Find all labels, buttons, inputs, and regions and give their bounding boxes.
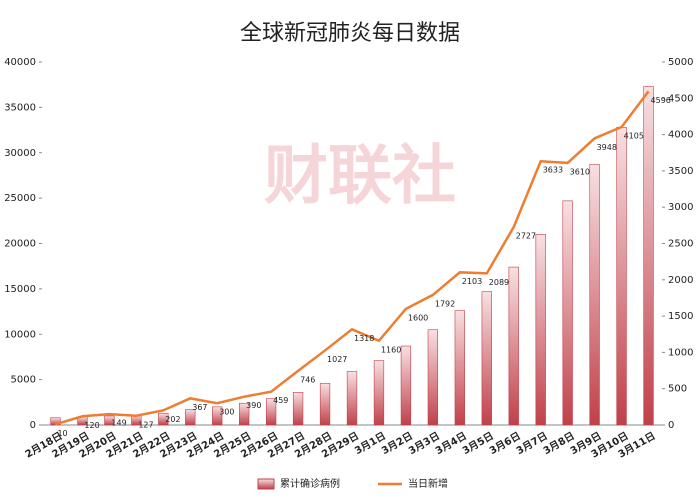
legend-label: 当日新增	[408, 477, 448, 490]
bar	[616, 127, 627, 426]
value-label: 202	[165, 415, 180, 424]
bar	[589, 164, 600, 426]
y-tick-label: 25000	[4, 193, 36, 204]
bar	[50, 417, 61, 426]
bar	[535, 234, 546, 426]
bar	[239, 402, 250, 426]
value-label: 4596	[651, 96, 671, 105]
line	[55, 90, 650, 426]
bar	[185, 409, 196, 426]
value-label: 2727	[516, 232, 536, 241]
bar	[454, 310, 465, 426]
y-tick-label: 40000	[4, 57, 36, 68]
value-label: 300	[219, 408, 234, 417]
y2-tick-label: 1500	[668, 311, 693, 322]
bar	[643, 86, 654, 426]
value-label: 3948	[597, 143, 617, 152]
bar	[212, 406, 223, 426]
value-label: 1027	[327, 355, 347, 364]
value-label: 120	[84, 421, 99, 430]
y2-tick-label: 500	[668, 384, 687, 395]
y-tick-label: 10000	[4, 329, 36, 340]
bar	[508, 266, 519, 426]
legend-label: 累计确诊病例	[280, 477, 340, 490]
watermark: 财联社	[264, 140, 456, 214]
value-label: 3610	[570, 167, 590, 176]
value-label: 10	[57, 429, 67, 438]
value-label: 2103	[462, 277, 482, 286]
value-label: 4105	[624, 131, 644, 140]
y2-tick-label: 3000	[668, 202, 693, 213]
bar	[319, 382, 331, 426]
bar	[104, 415, 115, 426]
value-label: 1792	[435, 299, 455, 308]
bar	[427, 329, 439, 426]
y-tick-label: 0	[30, 420, 36, 431]
y2-tick-label: 1000	[668, 347, 693, 358]
bar	[346, 371, 358, 426]
y-tick-label: 15000	[4, 284, 36, 295]
y2-tick-label: 3500	[668, 166, 693, 177]
bar	[158, 412, 169, 426]
value-label: 1600	[408, 313, 428, 322]
bar	[292, 392, 304, 426]
y2-tick-label: 4000	[668, 130, 693, 141]
y2-tick-label: 4500	[668, 93, 693, 104]
value-label: 1318	[354, 334, 374, 343]
legend-swatch	[257, 478, 275, 490]
chart-title: 全球新冠肺炎每日数据	[240, 21, 460, 46]
y-tick-label: 30000	[4, 148, 36, 159]
value-label: 459	[273, 396, 288, 405]
y2-tick-label: 2500	[668, 239, 693, 250]
y-tick-label: 5000	[11, 375, 36, 386]
value-label: 746	[300, 375, 315, 384]
value-label: 127	[138, 420, 153, 429]
y2-tick-label: 0	[668, 420, 674, 431]
y-tick-label: 35000	[4, 102, 36, 113]
value-label: 390	[246, 401, 261, 410]
bar	[373, 360, 385, 426]
bar	[562, 200, 573, 426]
y-tick-label: 20000	[4, 239, 36, 250]
y2-tick-label: 2000	[668, 275, 693, 286]
value-label: 2089	[489, 278, 509, 287]
value-label: 367	[192, 403, 207, 412]
value-label: 3633	[543, 166, 563, 175]
value-label: 1160	[381, 345, 401, 354]
value-label: 149	[111, 419, 126, 428]
bar	[481, 291, 492, 426]
bar	[400, 345, 412, 426]
y2-tick-label: 5000	[668, 57, 693, 68]
bar	[265, 398, 277, 426]
